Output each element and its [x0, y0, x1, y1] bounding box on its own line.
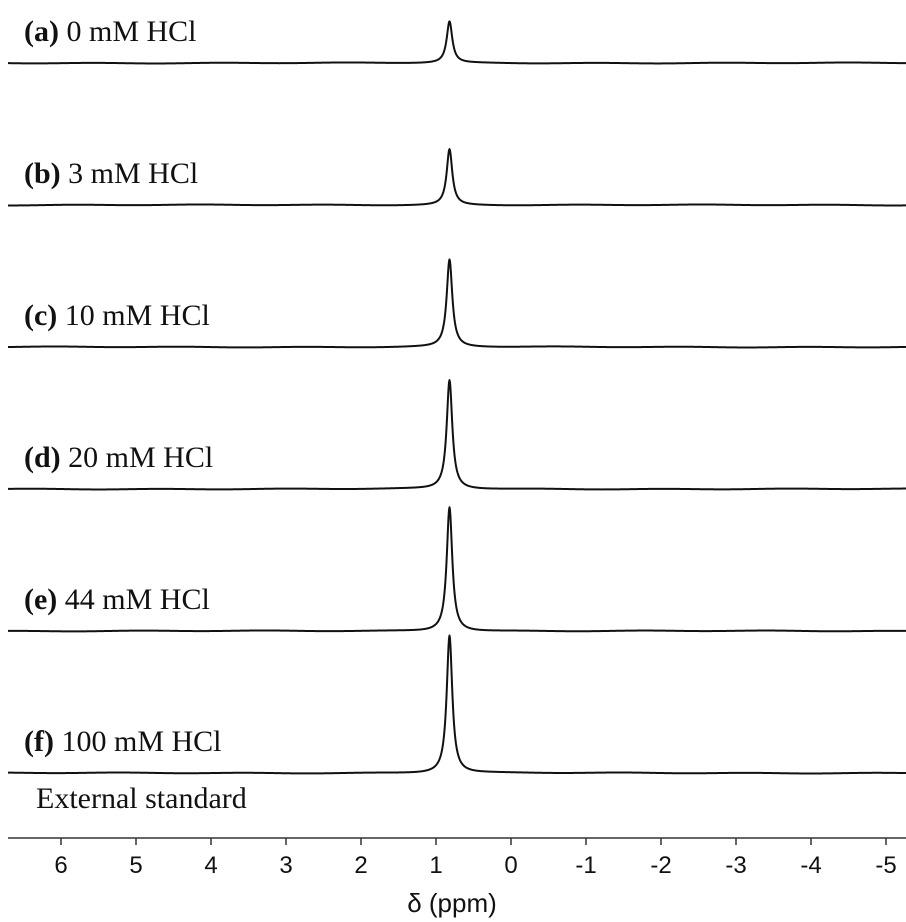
trace-labels-layer: (a) 0 mM HCl (b) 3 mM HCl (c) 10 mM HCl (d)…: [24, 15, 222, 758]
spectrum-trace-f: [7, 634, 906, 775]
trace-tag-e: (e): [24, 583, 57, 616]
trace-tag-a: (a): [24, 15, 59, 48]
x-tick-label: -1: [575, 852, 596, 879]
spectrum-trace-e: [7, 506, 906, 633]
trace-label-e: (e) 44 mM HCl: [24, 583, 210, 616]
x-tick-label: -3: [725, 852, 746, 879]
trace-label-c: (c) 10 mM HCl: [24, 299, 210, 332]
spectrum-trace-c: [7, 258, 906, 349]
x-tick-label: 4: [204, 852, 217, 879]
spectrum-trace-a: [7, 20, 906, 65]
x-axis-ticks-layer: 6 5 4 3 2 1 0 -1 -2 -3 -4 -5: [54, 838, 897, 879]
trace-tag-b: (b): [24, 157, 61, 190]
spectrum-trace-b: [7, 148, 906, 207]
trace-name-a: 0 mM HCl: [59, 15, 197, 48]
x-tick-label: 6: [54, 852, 67, 879]
x-tick-label: 5: [129, 852, 142, 879]
x-tick-label: 3: [279, 852, 292, 879]
trace-tag-c: (c): [24, 299, 57, 332]
trace-label-b: (b) 3 mM HCl: [24, 157, 198, 190]
x-tick-label: 0: [504, 852, 517, 879]
x-tick-label: 1: [429, 852, 442, 879]
x-tick-label: -4: [800, 852, 821, 879]
trace-label-f: (f) 100 mM HCl: [24, 725, 222, 758]
x-tick-label: -5: [875, 852, 896, 879]
trace-label-d: (d) 20 mM HCl: [24, 441, 213, 474]
x-axis-title: δ (ppm): [407, 888, 497, 918]
trace-name-b: 3 mM HCl: [61, 157, 199, 190]
x-tick-label: 2: [354, 852, 367, 879]
trace-tag-d: (d): [24, 441, 61, 474]
trace-name-e: 44 mM HCl: [57, 583, 210, 616]
trace-name-d: 20 mM HCl: [61, 441, 214, 474]
spectrum-trace-d: [7, 379, 906, 491]
trace-name-c: 10 mM HCl: [57, 299, 210, 332]
spectra-layer: [7, 20, 906, 775]
trace-name-f: 100 mM HCl: [54, 725, 222, 758]
external-standard-annotation: External standard: [36, 782, 247, 815]
trace-label-a: (a) 0 mM HCl: [24, 15, 197, 48]
trace-tag-f: (f): [24, 725, 54, 758]
x-tick-label: -2: [650, 852, 671, 879]
